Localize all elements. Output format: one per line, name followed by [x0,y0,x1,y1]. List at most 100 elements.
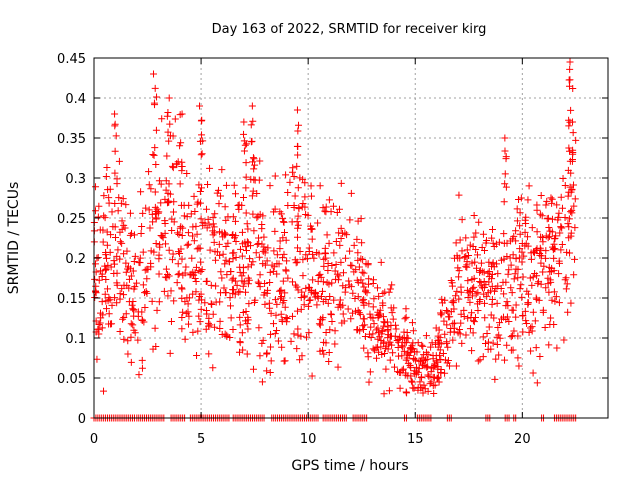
data-point [209,310,217,318]
data-point [566,183,574,191]
data-point [163,152,171,160]
data-point [295,121,303,129]
data-point [138,356,146,364]
data-point [277,294,285,302]
data-point [176,180,184,188]
data-point [330,296,338,304]
data-point [541,323,549,331]
data-point [113,299,121,307]
data-point [524,242,532,250]
data-point [413,348,421,356]
data-point [565,76,573,84]
data-point [500,239,508,247]
data-point [355,263,363,271]
data-point [555,270,563,278]
data-point [165,246,173,254]
data-point [542,232,550,240]
data-point [254,278,262,286]
data-point [244,239,252,247]
data-point [134,336,142,344]
data-point [107,231,115,239]
data-point [407,372,415,380]
data-point [472,290,480,298]
data-point [428,364,436,372]
chart-title: Day 163 of 2022, SRMTID for receiver kir… [212,22,487,37]
data-point [446,328,454,336]
data-point [559,174,567,182]
data-point [308,372,316,380]
data-point [526,274,534,282]
data-point [516,230,524,238]
data-point [215,240,223,248]
data-point [378,326,386,334]
data-point [325,348,333,356]
data-point [217,268,225,276]
data-point [249,210,257,218]
data-point [294,127,302,135]
data-point [435,378,443,386]
data-point [98,298,106,306]
y-tick-label: 0.05 [57,372,86,387]
data-point [367,333,375,341]
data-point [536,210,544,218]
data-point [380,318,388,326]
data-point [216,317,224,325]
data-point [349,289,357,297]
data-point [562,285,570,293]
data-point [478,284,486,292]
data-point [443,321,451,329]
data-point [284,274,292,282]
data-point [210,229,218,237]
data-point [358,297,366,305]
data-point [112,132,120,140]
data-point [462,263,470,271]
data-point [547,314,555,322]
data-point [101,214,109,222]
data-point [470,318,478,326]
data-point [382,342,390,350]
data-point [380,390,388,398]
data-point [365,330,373,338]
data-point [309,250,317,258]
data-point [458,339,466,347]
data-point [361,332,369,340]
data-point [454,329,462,337]
data-point [565,82,573,90]
data-point [337,258,345,266]
data-point [92,287,100,295]
data-point [222,181,230,189]
data-point [564,308,572,316]
data-point [408,346,416,354]
data-point [248,192,256,200]
data-point [254,212,262,220]
data-point [343,231,351,239]
data-point [302,210,310,218]
data-point [441,330,449,338]
data-point [179,224,187,232]
data-point [163,274,171,282]
data-point [160,287,168,295]
data-point [492,285,500,293]
data-point [189,223,197,231]
data-point [110,257,118,265]
data-point [105,310,113,318]
data-point [255,253,263,261]
data-point [360,283,368,291]
data-point [204,215,212,223]
data-point [184,300,192,308]
data-point [560,336,568,344]
data-point [187,210,195,218]
data-point [436,351,444,359]
data-point [493,299,501,307]
data-point [558,224,566,232]
data-point [259,336,267,344]
data-point [478,243,486,251]
data-point [545,341,553,349]
data-point [226,294,234,302]
data-point [143,275,151,283]
data-point [364,349,372,357]
data-point [367,323,375,331]
data-point [250,155,258,163]
data-point [245,300,253,308]
data-point [164,109,172,117]
